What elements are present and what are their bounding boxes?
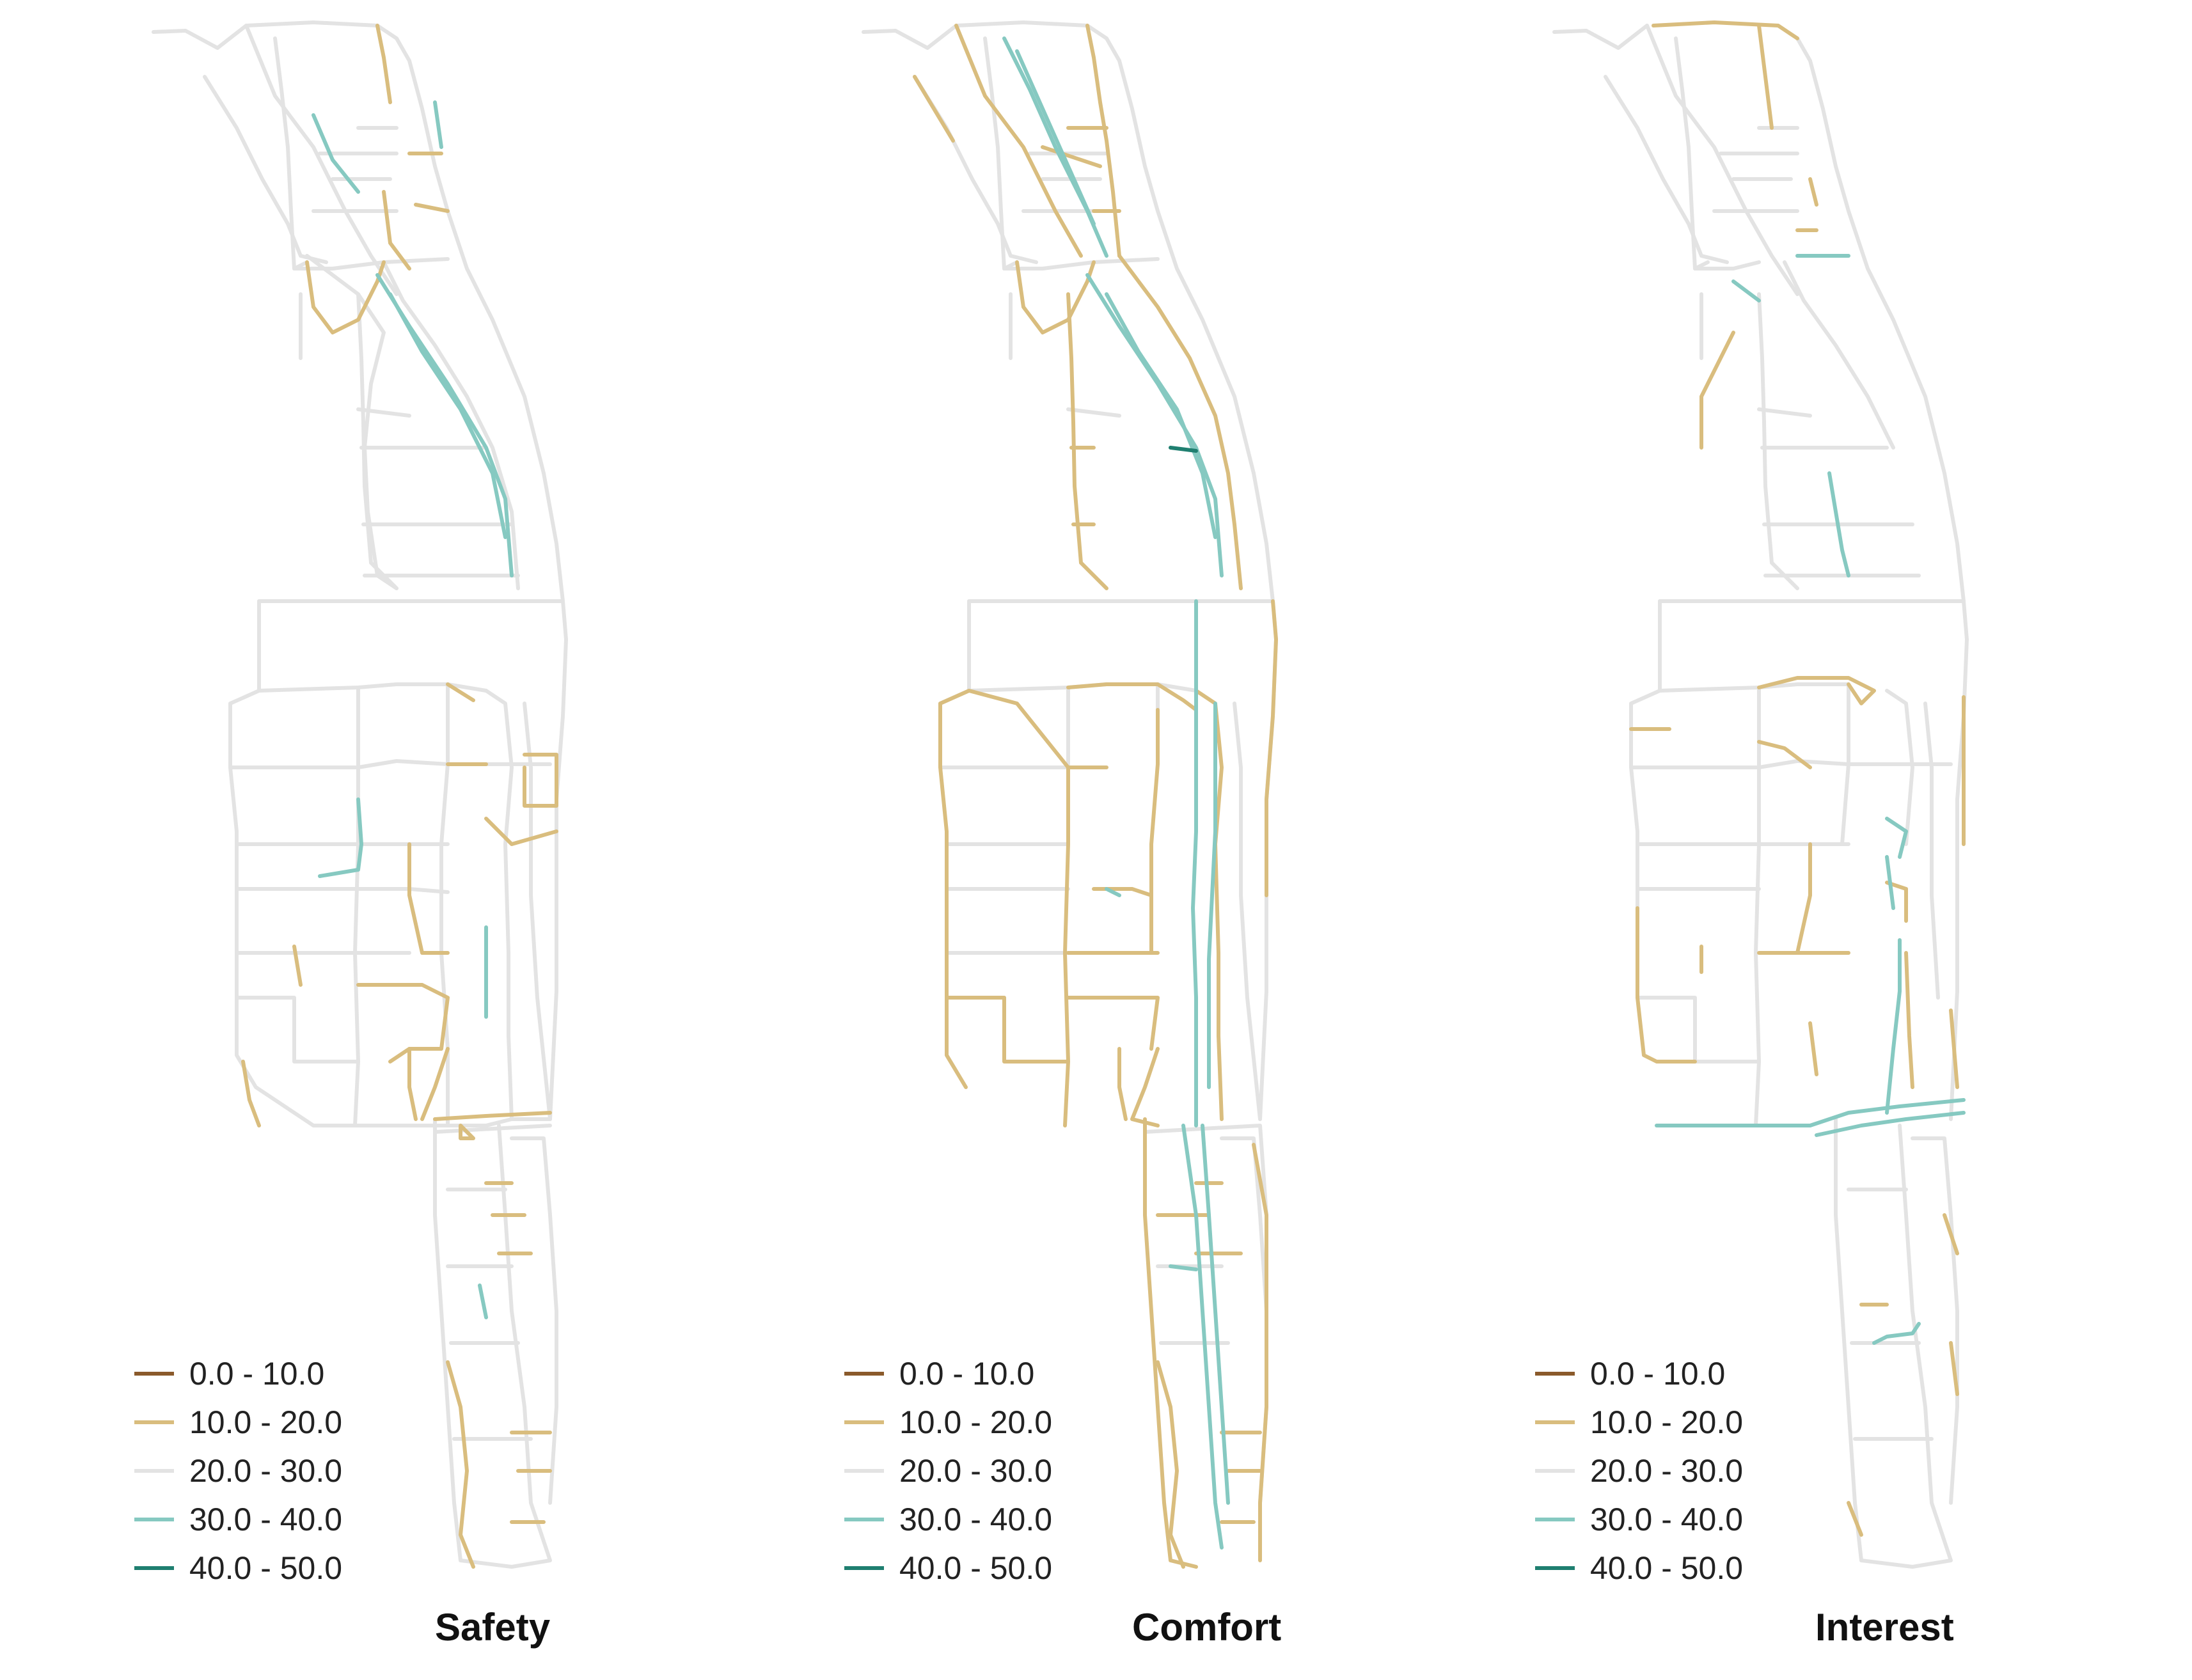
- legend-item: 30.0 - 40.0: [844, 1495, 1052, 1544]
- legend-swatch-30-40: [1535, 1518, 1575, 1521]
- street-network-map: [862, 20, 1278, 1569]
- legend-item: 20.0 - 30.0: [134, 1447, 342, 1495]
- legend-label: 20.0 - 30.0: [1590, 1453, 1744, 1489]
- legend-item: 20.0 - 30.0: [1535, 1447, 1743, 1495]
- legend-label: 0.0 - 10.0: [189, 1356, 325, 1392]
- legend-swatch-10-20: [844, 1420, 884, 1424]
- legend-item: 0.0 - 10.0: [844, 1349, 1052, 1398]
- legend-item: 10.0 - 20.0: [134, 1398, 342, 1447]
- map-panel-safety: 0.0 - 10.0 10.0 - 20.0 20.0 - 30.0 30.0 …: [0, 0, 730, 1680]
- legend-label: 0.0 - 10.0: [899, 1356, 1035, 1392]
- legend-label: 40.0 - 50.0: [899, 1550, 1053, 1586]
- legend-label: 0.0 - 10.0: [1590, 1356, 1726, 1392]
- legend-swatch-40-50: [844, 1566, 884, 1570]
- legend-item: 10.0 - 20.0: [1535, 1398, 1743, 1447]
- legend-item: 0.0 - 10.0: [134, 1349, 342, 1398]
- legend-item: 40.0 - 50.0: [844, 1544, 1052, 1592]
- legend-item: 40.0 - 50.0: [134, 1544, 342, 1592]
- legend-swatch-0-10: [1535, 1372, 1575, 1376]
- legend-item: 30.0 - 40.0: [134, 1495, 342, 1544]
- panel-title-safety: Safety: [435, 1606, 551, 1649]
- legend-label: 20.0 - 30.0: [899, 1453, 1053, 1489]
- legend-swatch-10-20: [1535, 1420, 1575, 1424]
- street-network-map: [1552, 20, 1969, 1569]
- legend-label: 10.0 - 20.0: [899, 1404, 1053, 1440]
- legend-item: 0.0 - 10.0: [1535, 1349, 1743, 1398]
- legend-label: 10.0 - 20.0: [189, 1404, 343, 1440]
- legend-swatch-40-50: [1535, 1566, 1575, 1570]
- legend-item: 30.0 - 40.0: [1535, 1495, 1743, 1544]
- legend-label: 10.0 - 20.0: [1590, 1404, 1744, 1440]
- street-network-map: [152, 20, 568, 1569]
- legend-swatch-20-30: [844, 1469, 884, 1473]
- legend-swatch-30-40: [134, 1518, 174, 1521]
- legend-swatch-0-10: [844, 1372, 884, 1376]
- legend-swatch-0-10: [134, 1372, 174, 1376]
- panel-title-interest: Interest: [1815, 1606, 1954, 1649]
- legend-label: 30.0 - 40.0: [189, 1502, 343, 1537]
- legend-swatch-30-40: [844, 1518, 884, 1521]
- map-panel-interest: 0.0 - 10.0 10.0 - 20.0 20.0 - 30.0 30.0 …: [1401, 0, 2131, 1680]
- map-legend: 0.0 - 10.0 10.0 - 20.0 20.0 - 30.0 30.0 …: [134, 1349, 342, 1592]
- panel-title-comfort: Comfort: [1132, 1606, 1282, 1649]
- legend-label: 20.0 - 30.0: [189, 1453, 343, 1489]
- legend-swatch-20-30: [134, 1469, 174, 1473]
- legend-label: 40.0 - 50.0: [189, 1550, 343, 1586]
- legend-item: 20.0 - 30.0: [844, 1447, 1052, 1495]
- legend-label: 30.0 - 40.0: [899, 1502, 1053, 1537]
- legend-swatch-20-30: [1535, 1469, 1575, 1473]
- map-panel-comfort: 0.0 - 10.0 10.0 - 20.0 20.0 - 30.0 30.0 …: [710, 0, 1440, 1680]
- legend-item: 10.0 - 20.0: [844, 1398, 1052, 1447]
- legend-swatch-40-50: [134, 1566, 174, 1570]
- map-legend: 0.0 - 10.0 10.0 - 20.0 20.0 - 30.0 30.0 …: [1535, 1349, 1743, 1592]
- map-legend: 0.0 - 10.0 10.0 - 20.0 20.0 - 30.0 30.0 …: [844, 1349, 1052, 1592]
- legend-item: 40.0 - 50.0: [1535, 1544, 1743, 1592]
- legend-label: 40.0 - 50.0: [1590, 1550, 1744, 1586]
- legend-swatch-10-20: [134, 1420, 174, 1424]
- legend-label: 30.0 - 40.0: [1590, 1502, 1744, 1537]
